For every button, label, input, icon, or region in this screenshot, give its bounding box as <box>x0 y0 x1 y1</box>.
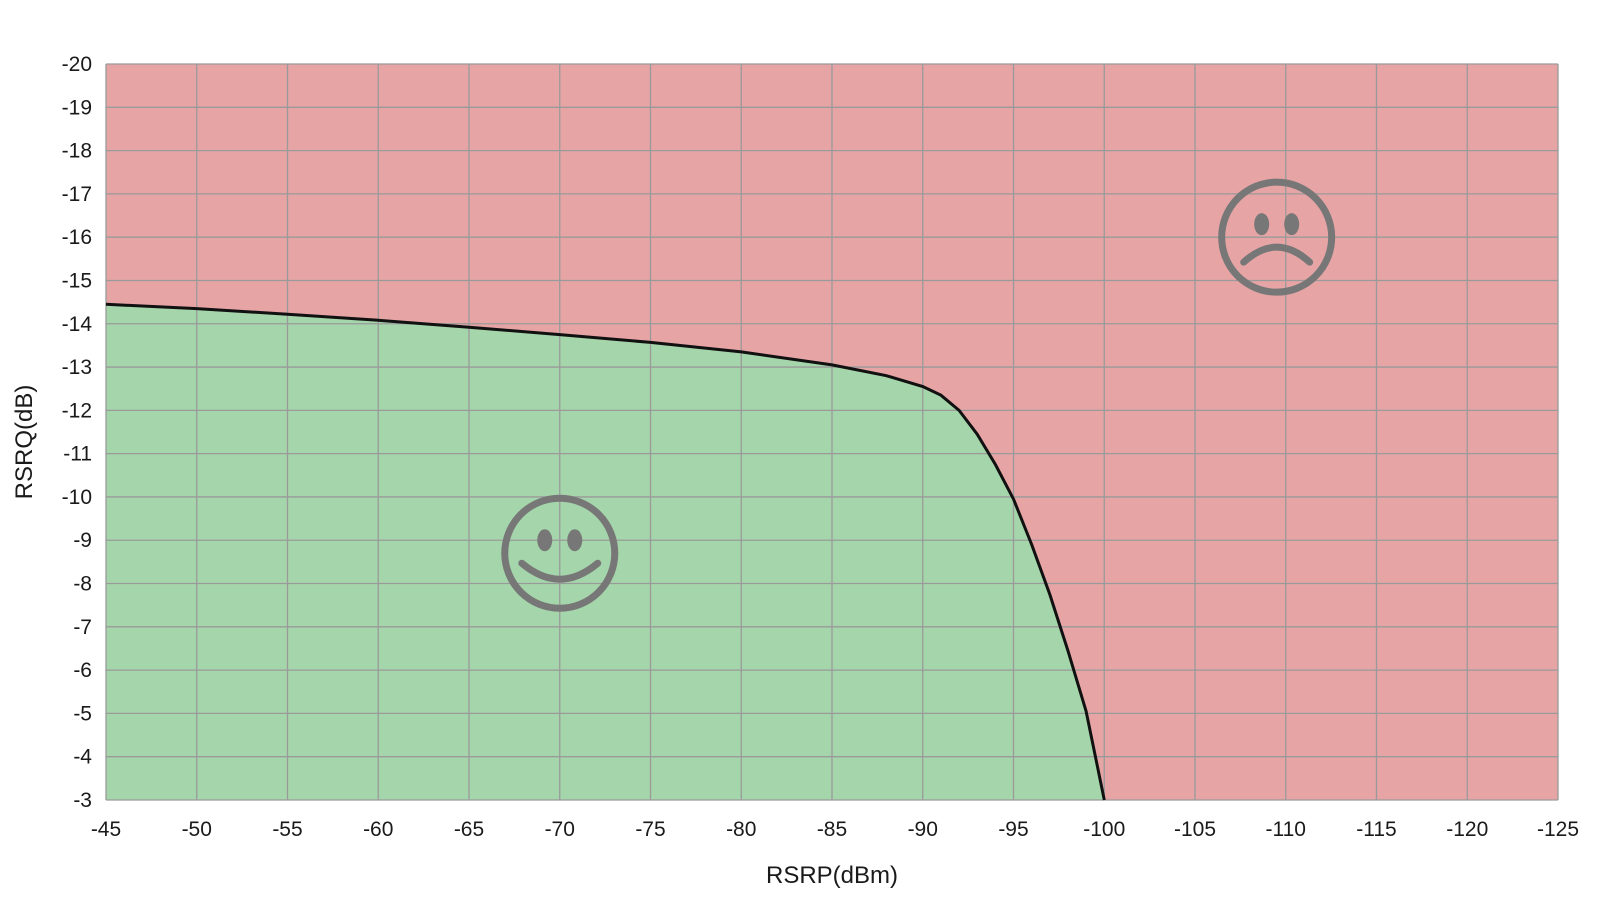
x-tick-label: -125 <box>1537 818 1579 841</box>
face-outline <box>501 494 619 612</box>
x-tick-label: -95 <box>998 818 1028 841</box>
happy-face-icon <box>501 494 619 612</box>
x-tick-label: -85 <box>817 818 847 841</box>
face-eye <box>1254 213 1270 236</box>
y-tick-label: -4 <box>73 746 92 769</box>
sad-face-icon <box>1218 178 1336 296</box>
grid <box>105 63 1559 801</box>
x-tick-label: -75 <box>635 818 665 841</box>
face-mouth <box>518 559 602 583</box>
y-tick-label: -6 <box>73 659 92 682</box>
y-tick-label: -14 <box>62 313 93 336</box>
x-tick-label: -60 <box>363 818 393 841</box>
y-tick-label: -10 <box>62 486 92 509</box>
y-tick-label: -9 <box>73 529 92 552</box>
x-tick-label: -120 <box>1446 818 1488 841</box>
x-tick-label: -45 <box>91 818 121 841</box>
y-tick-label: -17 <box>62 183 92 206</box>
y-tick-label: -13 <box>62 356 92 379</box>
y-tick-label: -16 <box>62 226 92 249</box>
x-tick-label: -115 <box>1356 818 1396 841</box>
y-tick-label: -20 <box>62 53 92 76</box>
x-tick-label: -55 <box>272 818 302 841</box>
y-tick-label: -5 <box>73 702 92 725</box>
x-tick-label: -110 <box>1266 818 1306 841</box>
face-eye <box>1284 213 1300 236</box>
x-axis-ticks: -45 -50 -55 -60 -65 -70 -75 -80 -85 -90 -95 -100 -10… <box>91 818 1579 841</box>
boundary-line <box>105 302 1106 801</box>
face-eye <box>567 529 583 552</box>
y-tick-label: -19 <box>62 96 92 119</box>
y-tick-label: -12 <box>62 399 92 422</box>
y-axis-ticks: -3 -4 -5 -6 -7 -8 -9 -10 -11 -12 -13 -14 -15 -16 -17 -1… <box>62 53 93 812</box>
y-tick-label: -7 <box>73 616 92 639</box>
y-tick-label: -15 <box>62 269 92 292</box>
y-tick-label: -11 <box>63 443 92 466</box>
good-region <box>106 304 1105 800</box>
y-tick-label: -18 <box>62 140 92 163</box>
y-tick-label: -3 <box>73 789 92 812</box>
face-mouth <box>1240 243 1314 266</box>
y-axis-title: RSRQ(dB) <box>11 385 38 500</box>
face-eye <box>537 529 553 552</box>
x-tick-label: -80 <box>726 818 756 841</box>
x-tick-label: -90 <box>908 818 938 841</box>
y-tick-label: -8 <box>73 573 92 596</box>
x-tick-label: -50 <box>182 818 212 841</box>
x-tick-label: -105 <box>1174 818 1216 841</box>
face-outline <box>1218 178 1336 296</box>
x-tick-label: -70 <box>545 818 575 841</box>
x-tick-label: -65 <box>454 818 484 841</box>
x-tick-label: -100 <box>1083 818 1125 841</box>
x-axis-title: RSRP(dBm) <box>766 862 898 889</box>
